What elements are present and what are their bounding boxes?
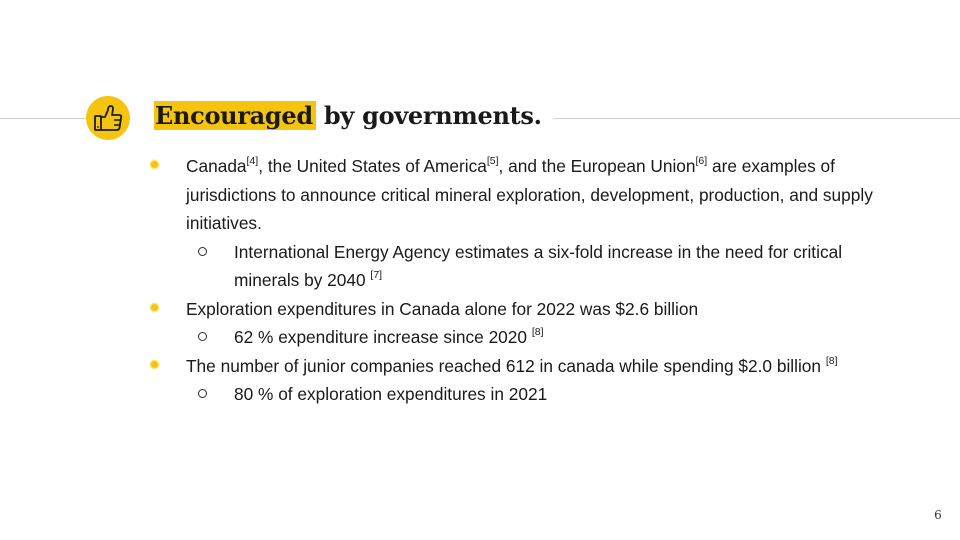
thumbs-up-icon (86, 96, 130, 140)
bullet-item: Exploration expenditures in Canada alone… (150, 295, 890, 324)
title-highlight: Encouraged (154, 101, 316, 130)
hollow-bullet-icon (198, 389, 207, 398)
citation: [5] (486, 155, 499, 167)
bullet-list: Canada[4], the United States of America[… (150, 152, 890, 409)
sub-bullet-item: 62 % expenditure increase since 2020 [8] (150, 323, 890, 352)
citation: [8] (825, 354, 838, 367)
title-rest: by governments. (315, 101, 542, 130)
bullet-text: International Energy Agency estimates a … (234, 241, 843, 291)
bullet-text: 80 % of exploration expenditures in 2021 (234, 384, 548, 404)
hollow-bullet-icon (198, 332, 207, 341)
bullet-text: Canada[4], the United States of America[… (186, 155, 873, 233)
title-rule-left (0, 118, 86, 119)
bullet-text: The number of junior companies reached 6… (186, 354, 838, 376)
citation: [4] (246, 155, 259, 167)
page-number: 6 (934, 508, 942, 522)
bullet-item: The number of junior companies reached 6… (150, 352, 890, 381)
bullet-text: Exploration expenditures in Canada alone… (186, 298, 699, 319)
filled-bullet-icon (151, 360, 158, 368)
citation: [6] (695, 155, 708, 167)
hollow-bullet-icon (198, 246, 207, 256)
sub-bullet-item: 80 % of exploration expenditures in 2021 (150, 380, 890, 409)
filled-bullet-icon (151, 161, 158, 168)
citation: [8] (531, 326, 544, 338)
sub-bullet-item: International Energy Agency estimates a … (150, 238, 890, 295)
bullet-text: 62 % expenditure increase since 2020 [8] (234, 326, 544, 347)
citation: [7] (370, 269, 383, 281)
bullet-item: Canada[4], the United States of America[… (150, 152, 890, 238)
filled-bullet-icon (151, 303, 158, 311)
slide-title: Encouraged by governments. (154, 98, 542, 134)
title-rule-right (553, 118, 960, 119)
